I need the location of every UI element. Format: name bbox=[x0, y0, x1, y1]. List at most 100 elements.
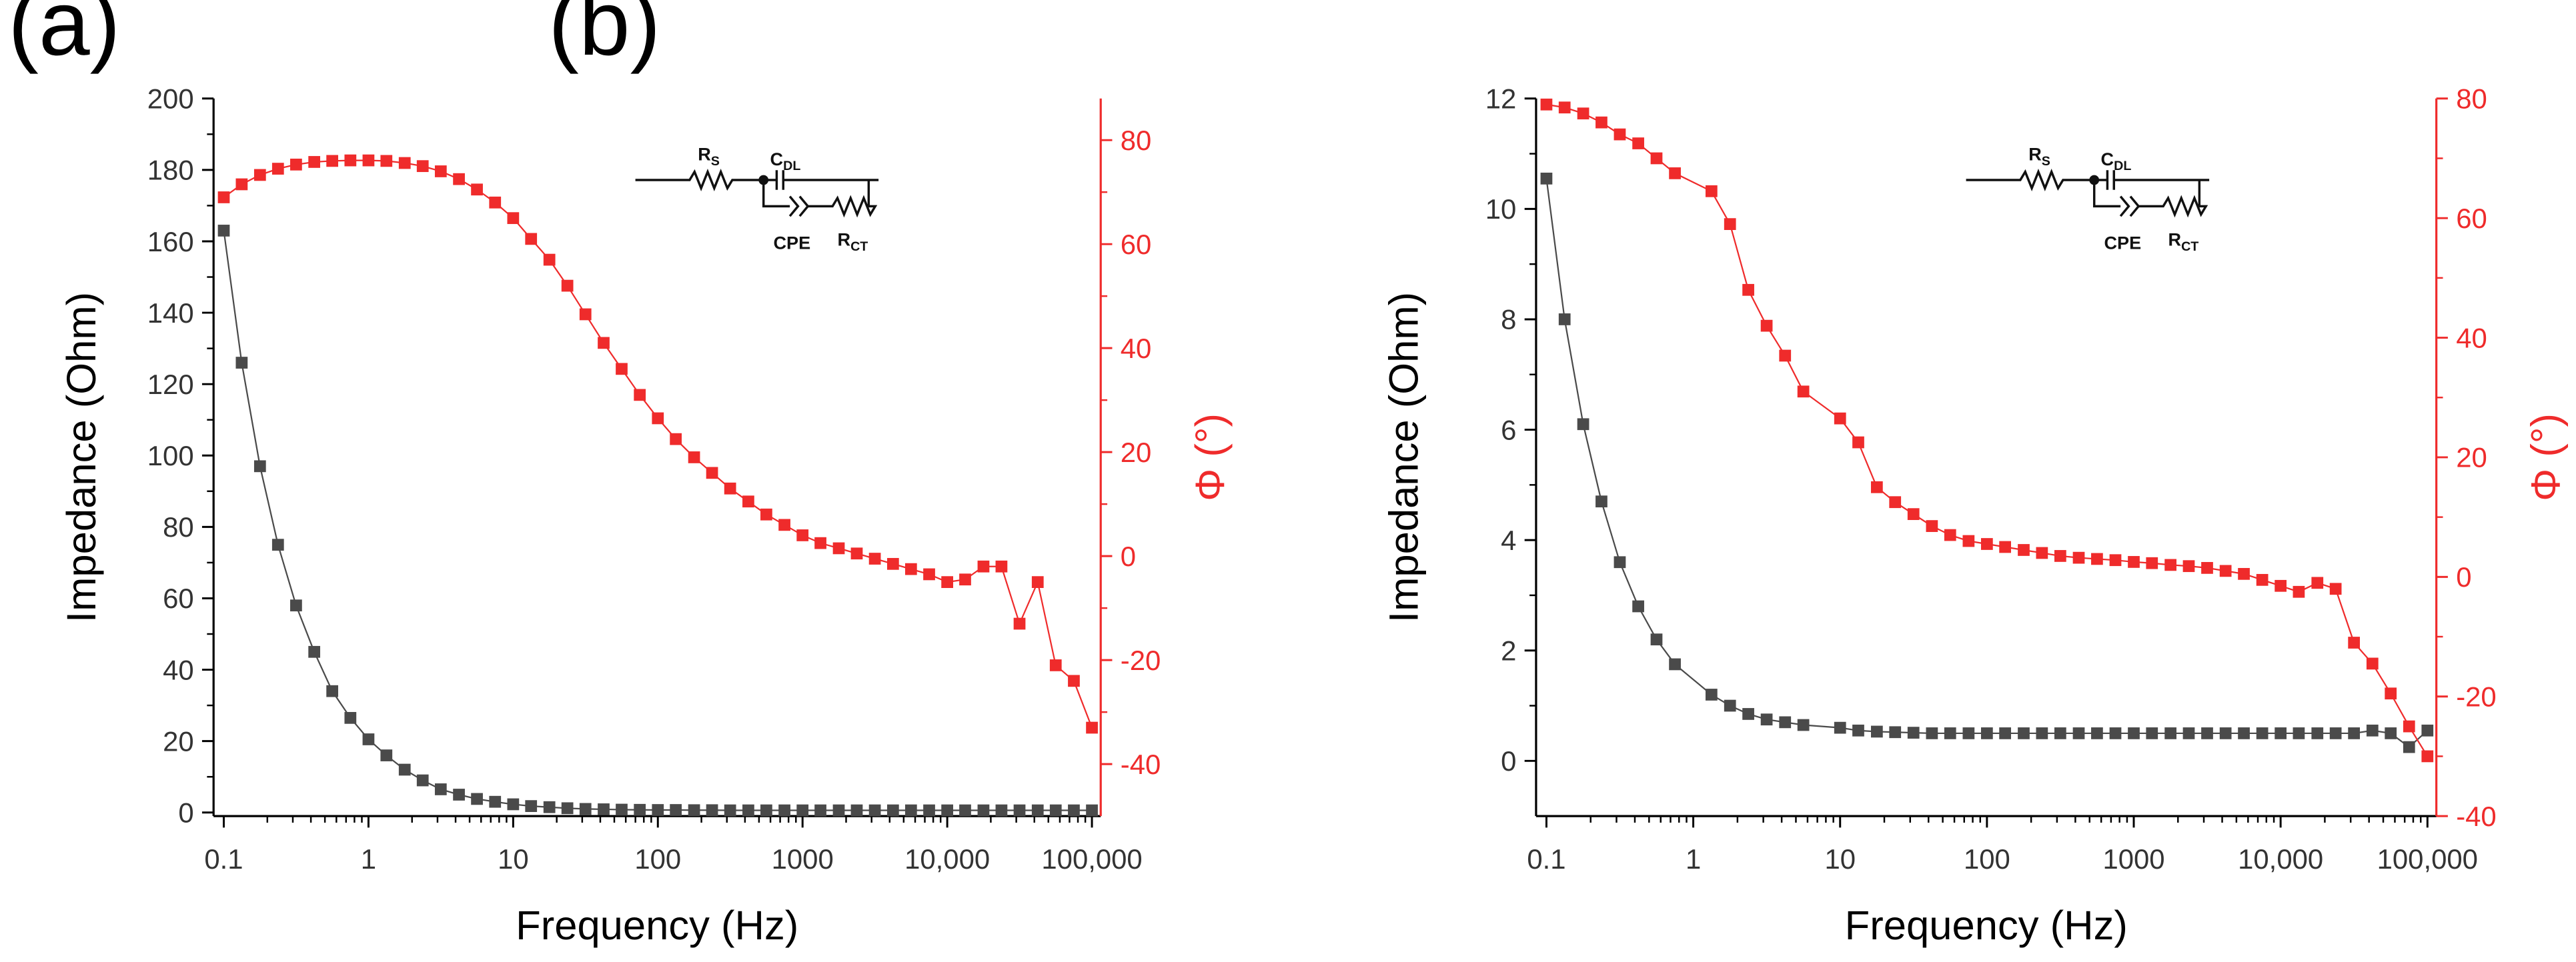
rs-resistor bbox=[1966, 169, 2094, 191]
x-tick-label: 100,000 bbox=[2377, 843, 2478, 875]
phase-point bbox=[1031, 576, 1044, 589]
impedance-point bbox=[290, 599, 302, 612]
phase-point bbox=[1632, 137, 1644, 149]
y-tick-label: 6 bbox=[1501, 414, 1516, 445]
phase-point bbox=[616, 363, 628, 375]
phase-point bbox=[2072, 551, 2085, 564]
phase-point bbox=[2293, 585, 2305, 598]
phase-point bbox=[1577, 107, 1589, 120]
x-tick-label: 0.1 bbox=[1527, 843, 1565, 875]
panel-label: (a) bbox=[8, 0, 121, 75]
phase-point bbox=[2128, 556, 2140, 568]
panel-label: (b) bbox=[548, 0, 661, 75]
phase-point bbox=[2256, 573, 2269, 586]
phase-point bbox=[561, 279, 574, 292]
y-tick-label: 80 bbox=[163, 511, 194, 543]
phase-point bbox=[652, 412, 664, 425]
phase-point bbox=[778, 519, 790, 531]
phase-point bbox=[742, 495, 754, 508]
impedance-point bbox=[2366, 724, 2379, 737]
x-tick-label: 10,000 bbox=[904, 843, 990, 875]
phase-point bbox=[471, 183, 483, 196]
impedance-point bbox=[1889, 726, 1902, 739]
impedance-point bbox=[706, 804, 718, 817]
impedance-point bbox=[959, 804, 971, 817]
phase-point bbox=[1086, 721, 1098, 734]
impedance-point bbox=[1962, 727, 1975, 739]
phase-point bbox=[489, 196, 502, 209]
impedance-point bbox=[2201, 727, 2213, 739]
y-tick-label: 10 bbox=[1485, 193, 1517, 225]
impedance-point bbox=[977, 804, 990, 817]
phase-point bbox=[579, 308, 592, 321]
phase-point bbox=[1870, 481, 1883, 493]
phase-point bbox=[1889, 496, 1902, 509]
impedance-point bbox=[1614, 556, 1626, 569]
x-tick-label: 100 bbox=[634, 843, 681, 875]
phase-point bbox=[1779, 349, 1792, 362]
rs-label: RS bbox=[698, 143, 720, 168]
impedance-point bbox=[2293, 727, 2305, 739]
phase-point bbox=[1650, 152, 1663, 165]
phase-point bbox=[1705, 185, 1718, 197]
y-tick-label: 12 bbox=[1485, 83, 1517, 115]
phase-point bbox=[670, 433, 682, 445]
impedance-point bbox=[2072, 727, 2085, 739]
phase-point bbox=[1999, 541, 2011, 553]
phase-point bbox=[2385, 687, 2397, 700]
phase-point bbox=[2182, 560, 2195, 573]
impedance-point bbox=[344, 711, 357, 724]
impedance-point bbox=[2403, 741, 2415, 753]
phase-point bbox=[850, 547, 863, 560]
y-tick-label: 0 bbox=[1501, 745, 1516, 777]
impedance-point bbox=[398, 763, 411, 776]
phase-point bbox=[2091, 553, 2103, 565]
y2-tick-label: 80 bbox=[1121, 125, 1152, 156]
impedance-point bbox=[507, 798, 520, 811]
impedance-point bbox=[2256, 727, 2269, 739]
phase-point bbox=[398, 157, 411, 169]
cdl-capacitor bbox=[763, 170, 879, 190]
chart-panel-b: (b)0.1 1 10 100 1000 10,000 100,000024681012-4… bbox=[548, 0, 2569, 949]
impedance-point bbox=[1632, 600, 1644, 613]
impedance-point bbox=[1558, 313, 1571, 325]
rs-resistor bbox=[635, 169, 764, 191]
impedance-point bbox=[778, 804, 790, 817]
y2-tick-label: -20 bbox=[1121, 645, 1161, 676]
phase-point bbox=[760, 508, 772, 521]
phase-point bbox=[253, 169, 266, 181]
impedance-point bbox=[217, 225, 230, 237]
y2-tick-label: 0 bbox=[1121, 541, 1136, 572]
impedance-point bbox=[1595, 495, 1607, 508]
phase-point bbox=[453, 173, 465, 185]
impedance-point bbox=[2329, 727, 2342, 739]
y-axis-title: Impedance (Ohm) bbox=[59, 292, 105, 623]
phase-point bbox=[326, 155, 339, 167]
phase-point bbox=[977, 560, 990, 573]
x-tick-label: 10 bbox=[498, 843, 529, 875]
impedance-point bbox=[2054, 727, 2066, 739]
impedance-point bbox=[380, 749, 393, 761]
rct-label: RCT bbox=[838, 229, 868, 254]
impedance-point bbox=[616, 803, 628, 816]
junction-dot bbox=[758, 175, 769, 185]
impedance-point bbox=[760, 804, 772, 817]
phase-point bbox=[634, 389, 646, 401]
y2-tick-label: 60 bbox=[2456, 203, 2487, 234]
impedance-point bbox=[742, 804, 754, 817]
phase-point bbox=[507, 212, 520, 225]
phase-point bbox=[1981, 538, 1993, 550]
cdl-capacitor bbox=[2094, 170, 2210, 190]
y-tick-label: 40 bbox=[163, 654, 194, 685]
x-tick-label: 1 bbox=[1686, 843, 1701, 875]
impedance-point bbox=[832, 804, 845, 817]
impedance-point bbox=[579, 803, 592, 815]
phase-point bbox=[2329, 583, 2342, 595]
phase-line bbox=[223, 159, 1093, 728]
impedance-point bbox=[2182, 727, 2195, 739]
phase-point bbox=[2036, 547, 2048, 559]
phase-point bbox=[380, 155, 393, 167]
impedance-point bbox=[850, 804, 863, 817]
cdl-label: CDL bbox=[2101, 149, 2132, 173]
impedance-point bbox=[1577, 418, 1589, 431]
